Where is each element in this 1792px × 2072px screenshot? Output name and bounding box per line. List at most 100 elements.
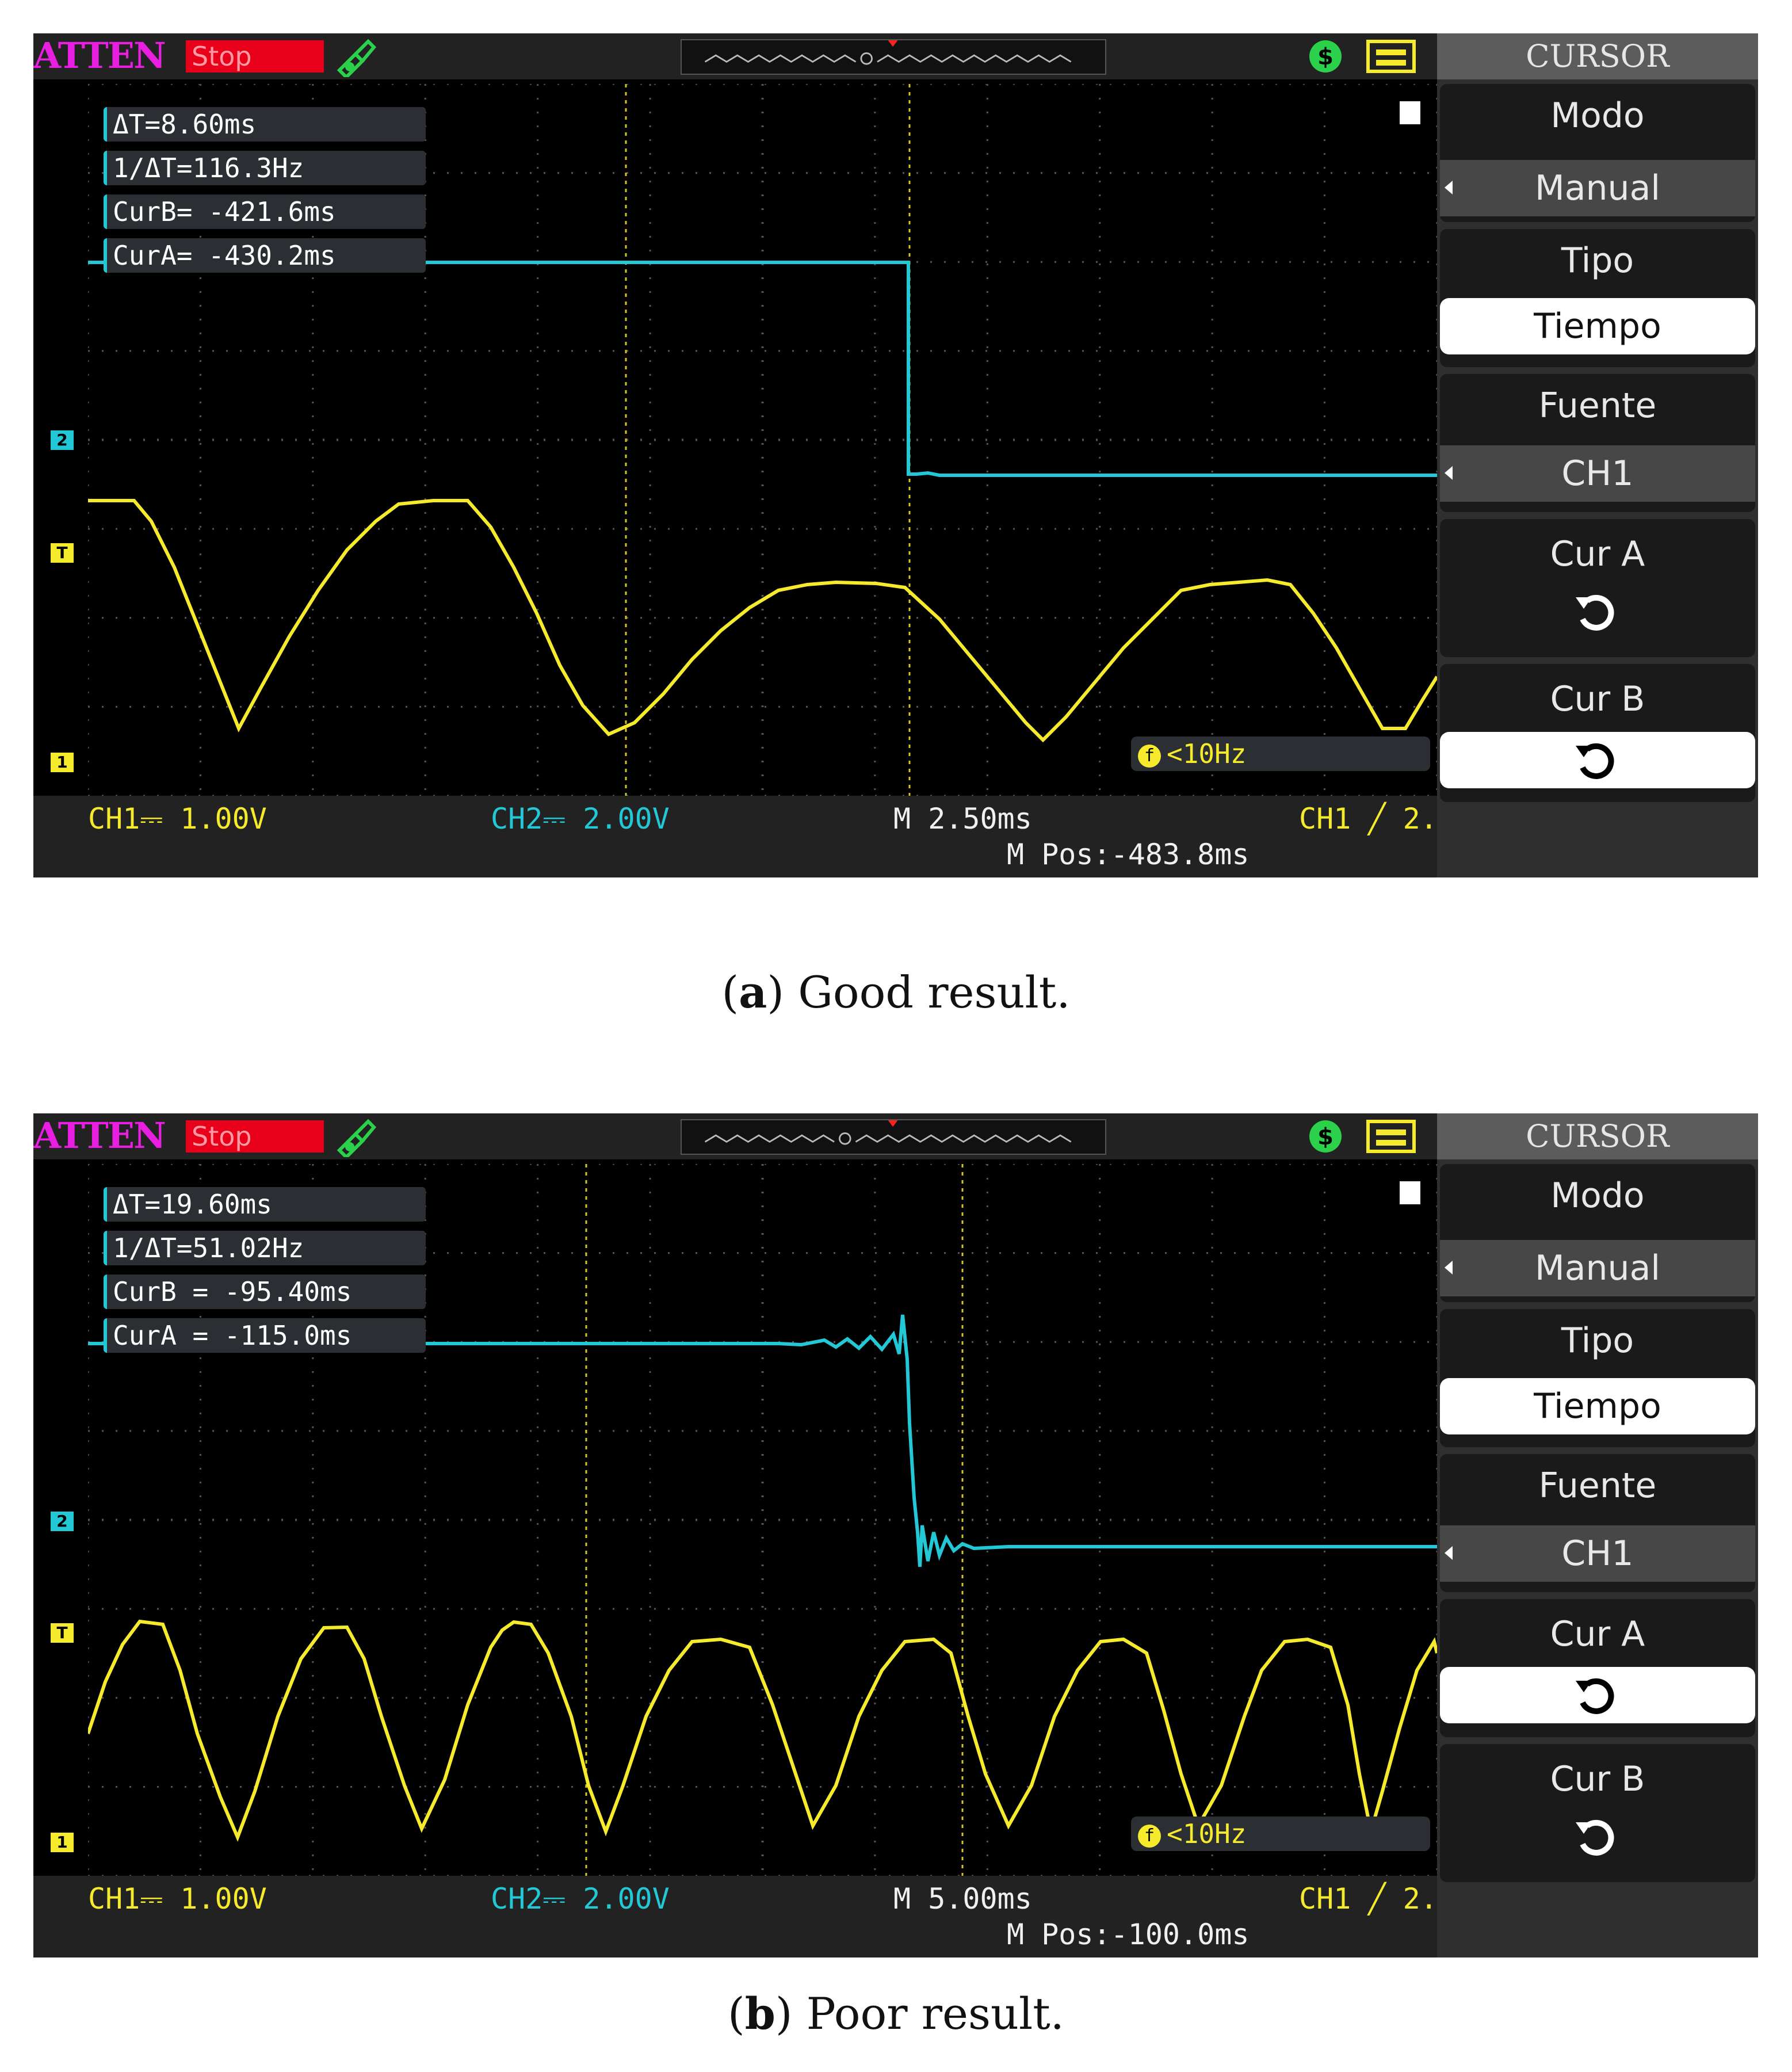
modo-value: Manual bbox=[1440, 1240, 1755, 1296]
tipo-label: Tipo bbox=[1561, 241, 1634, 281]
main-position: M Pos:-483.8ms bbox=[1007, 838, 1250, 871]
menu-item-tipo[interactable]: Tipo Tiempo bbox=[1440, 229, 1755, 367]
rotate-knob-icon bbox=[1576, 743, 1614, 779]
printer-icon bbox=[1366, 1120, 1416, 1153]
menu-item-fuente[interactable]: Fuente CH1 bbox=[1440, 374, 1755, 512]
ch1-scale: CH1⎓ 1.00V bbox=[88, 1882, 267, 1915]
arrow-left-icon bbox=[1445, 466, 1453, 480]
ch2-scale: CH2⎓ 2.00V bbox=[491, 1882, 670, 1915]
ch1-level-marker[interactable]: 1 bbox=[51, 753, 74, 772]
oscilloscope-screen-a: ATTEN Stop $ ΔT=8.60ms 1/ΔT=116.3Hz CurB… bbox=[33, 33, 1758, 877]
ch2-level-marker[interactable]: 2 bbox=[51, 430, 74, 450]
cur-b-label: Cur B bbox=[1550, 679, 1645, 719]
main-position: M Pos:-100.0ms bbox=[1007, 1918, 1250, 1951]
ch1-scale: CH1⎓ 1.00V bbox=[88, 802, 267, 835]
arrow-left-icon bbox=[1445, 1261, 1453, 1275]
cursor-menu: CURSOR Modo Manual Tipo Tiempo Fuente CH… bbox=[1437, 33, 1758, 877]
fuente-label: Fuente bbox=[1538, 386, 1657, 426]
modo-label: Modo bbox=[1550, 96, 1645, 136]
trigger-position-icon bbox=[681, 1119, 1106, 1155]
tipo-value: Tiempo bbox=[1440, 1378, 1755, 1434]
graticule-grid bbox=[88, 1164, 1437, 1876]
ch1-trace bbox=[88, 499, 1437, 743]
atten-label: ATTEN bbox=[33, 1115, 166, 1157]
trigger-frequency-readout: f <10Hz bbox=[1131, 737, 1430, 771]
frequency-value: <10Hz bbox=[1167, 1818, 1247, 1849]
cursor-a-readout: CurA = -115.0ms bbox=[104, 1318, 426, 1353]
delta-t-readout: ΔT=8.60ms bbox=[104, 107, 426, 142]
usb-icon: $ bbox=[1309, 40, 1342, 72]
probe-icon bbox=[337, 1119, 377, 1157]
inverse-delta-t-readout: 1/ΔT=51.02Hz bbox=[104, 1231, 426, 1265]
timebase: M 5.00ms bbox=[893, 1882, 1032, 1915]
menu-item-cur-a[interactable]: Cur A bbox=[1440, 519, 1755, 657]
ch2-trace bbox=[88, 1314, 1437, 1567]
frequency-icon: f bbox=[1138, 744, 1161, 768]
cur-b-label: Cur B bbox=[1550, 1759, 1645, 1799]
caption-text: ) Poor result. bbox=[775, 1988, 1064, 2039]
ch2-scale: CH2⎓ 2.00V bbox=[491, 802, 670, 835]
menu-title: CURSOR bbox=[1437, 1113, 1758, 1159]
modo-label: Modo bbox=[1550, 1176, 1645, 1216]
menu-item-modo[interactable]: Modo Manual bbox=[1440, 1164, 1755, 1302]
menu-item-modo[interactable]: Modo Manual bbox=[1440, 84, 1755, 222]
cursor-b-readout: CurB = -95.40ms bbox=[104, 1275, 426, 1309]
frequency-value: <10Hz bbox=[1167, 738, 1247, 769]
delta-t-readout: ΔT=19.60ms bbox=[104, 1187, 426, 1222]
timebase: M 2.50ms bbox=[893, 802, 1032, 835]
cur-b-knob bbox=[1440, 732, 1755, 788]
rotate-knob-icon bbox=[1576, 1819, 1614, 1856]
tipo-label: Tipo bbox=[1561, 1321, 1634, 1361]
top-status-bar: ATTEN Stop $ bbox=[33, 1113, 1437, 1159]
top-status-bar: ATTEN Stop $ bbox=[33, 33, 1437, 79]
cursor-a-readout: CurA= -430.2ms bbox=[104, 238, 426, 273]
rotate-knob-icon bbox=[1576, 594, 1614, 631]
caption-text: ) Good result. bbox=[767, 967, 1071, 1018]
oscilloscope-screen-b: ATTEN Stop $ ΔT=19.60ms 1/ΔT=51.02Hz Cur… bbox=[33, 1113, 1758, 1957]
run-stop-indicator[interactable]: Stop bbox=[186, 1120, 324, 1153]
probe-icon bbox=[337, 39, 377, 77]
menu-item-fuente[interactable]: Fuente CH1 bbox=[1440, 1454, 1755, 1592]
tipo-value: Tiempo bbox=[1440, 298, 1755, 354]
usb-icon: $ bbox=[1309, 1120, 1342, 1153]
caption-letter: b bbox=[744, 1988, 775, 2039]
bottom-status-bar: CH1⎓ 1.00V CH2⎓ 2.00V M 2.50ms M Pos:-48… bbox=[33, 796, 1489, 877]
trigger-time-marker bbox=[1400, 101, 1420, 124]
waveform-graticule-a bbox=[88, 84, 1437, 796]
trigger-position-icon bbox=[681, 39, 1106, 75]
menu-item-tipo[interactable]: Tipo Tiempo bbox=[1440, 1309, 1755, 1447]
frequency-icon: f bbox=[1138, 1824, 1161, 1848]
status-icons: $ bbox=[1309, 40, 1416, 73]
caption-b: (b) Poor result. bbox=[728, 1988, 1064, 2039]
svg-text:$: $ bbox=[1317, 44, 1334, 70]
fuente-label: Fuente bbox=[1538, 1466, 1657, 1506]
cur-a-label: Cur A bbox=[1550, 1614, 1645, 1654]
atten-label: ATTEN bbox=[33, 35, 166, 77]
menu-item-cur-b[interactable]: Cur B bbox=[1440, 664, 1755, 802]
modo-value: Manual bbox=[1440, 160, 1755, 216]
trigger-time-marker bbox=[1400, 1181, 1420, 1204]
menu-item-cur-a[interactable]: Cur A bbox=[1440, 1599, 1755, 1737]
arrow-left-icon bbox=[1445, 1546, 1453, 1560]
status-icons: $ bbox=[1309, 1120, 1416, 1153]
run-stop-indicator[interactable]: Stop bbox=[186, 40, 324, 72]
cur-b-knob bbox=[1440, 1808, 1755, 1865]
waveform-graticule-b bbox=[88, 1164, 1437, 1876]
menu-item-cur-b[interactable]: Cur B bbox=[1440, 1744, 1755, 1882]
printer-icon bbox=[1366, 40, 1416, 73]
ch2-trace bbox=[88, 261, 1437, 477]
ch2-level-marker[interactable]: 2 bbox=[51, 1512, 74, 1531]
caption-a: (a) Good result. bbox=[721, 967, 1071, 1018]
cursor-b-readout: CurB= -421.6ms bbox=[104, 194, 426, 229]
bottom-status-bar: CH1⎓ 1.00V CH2⎓ 2.00V M 5.00ms M Pos:-10… bbox=[33, 1876, 1489, 1957]
ch1-level-marker[interactable]: 1 bbox=[51, 1833, 74, 1852]
svg-text:$: $ bbox=[1317, 1124, 1334, 1150]
cur-a-label: Cur A bbox=[1550, 534, 1645, 574]
graticule-grid bbox=[88, 84, 1437, 796]
trigger-frequency-readout: f <10Hz bbox=[1131, 1817, 1430, 1851]
ch1-trace bbox=[88, 1619, 1437, 1842]
inverse-delta-t-readout: 1/ΔT=116.3Hz bbox=[104, 151, 426, 185]
trigger-level-marker[interactable]: T bbox=[51, 543, 74, 563]
rotate-knob-icon bbox=[1576, 1678, 1614, 1714]
trigger-level-marker[interactable]: T bbox=[51, 1623, 74, 1643]
